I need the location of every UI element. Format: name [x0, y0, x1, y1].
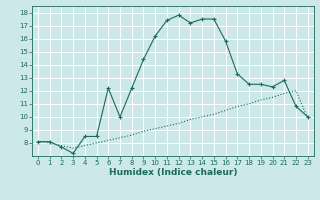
X-axis label: Humidex (Indice chaleur): Humidex (Indice chaleur)	[108, 168, 237, 177]
